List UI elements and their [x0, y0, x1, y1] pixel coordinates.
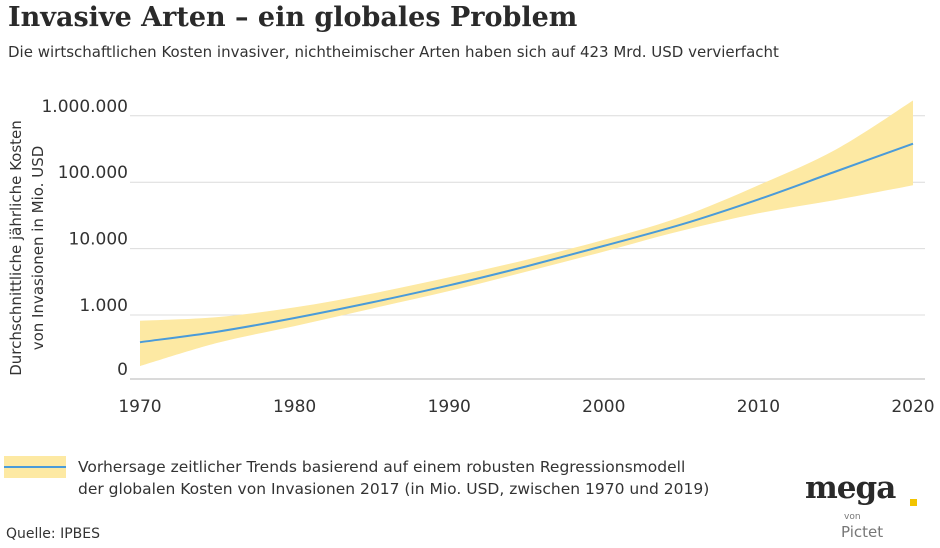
- logo-pictet: Pictet: [841, 523, 884, 541]
- chart-plot: 0 1.000 10.000 100.000 1.000.000 1970 1980 199…: [7, 97, 935, 417]
- grid-lines: [130, 115, 925, 380]
- forecast-band: [140, 100, 913, 367]
- x-tick-label: 2020: [891, 397, 934, 417]
- logo-wordmark: mega: [805, 470, 896, 506]
- x-tick-labels: 1970 1980 1990 2000 2010 2020: [118, 397, 934, 417]
- legend-text: Vorhersage zeitlicher Trends basierend a…: [78, 456, 798, 500]
- legend-line-2: der globalen Kosten von Invasionen 2017 …: [78, 480, 710, 498]
- logo-dot: [910, 499, 917, 506]
- x-tick-label: 2000: [582, 397, 625, 417]
- trend-line: [139, 142, 914, 344]
- y-tick-label: 0: [117, 360, 128, 380]
- y-tick-label: 1.000: [79, 296, 128, 316]
- legend-line-1: Vorhersage zeitlicher Trends basierend a…: [78, 458, 686, 476]
- y-tick-labels: 0 1.000 10.000 100.000 1.000.000: [41, 97, 128, 380]
- chart-subtitle: Die wirtschaftlichen Kosten invasiver, n…: [8, 43, 779, 61]
- x-tick-label: 1980: [273, 397, 316, 417]
- y-axis-label-line1: Durchschnittliche jährliche Kosten: [7, 120, 25, 376]
- mega-logo: mega von Pictet: [800, 470, 930, 542]
- logo-von: von: [844, 512, 861, 522]
- y-tick-label: 10.000: [69, 230, 128, 250]
- y-axis-label-line2: von Invasionen in Mio. USD: [29, 146, 47, 351]
- y-tick-label: 100.000: [58, 163, 128, 183]
- x-tick-label: 1990: [428, 397, 471, 417]
- x-tick-label: 1970: [118, 397, 161, 417]
- source-note: Quelle: IPBES: [6, 526, 100, 542]
- x-tick-label: 2010: [737, 397, 780, 417]
- chart-title: Invasive Arten – ein globales Problem: [8, 2, 578, 33]
- y-tick-label: 1.000.000: [41, 97, 128, 117]
- legend-swatch: [4, 456, 66, 478]
